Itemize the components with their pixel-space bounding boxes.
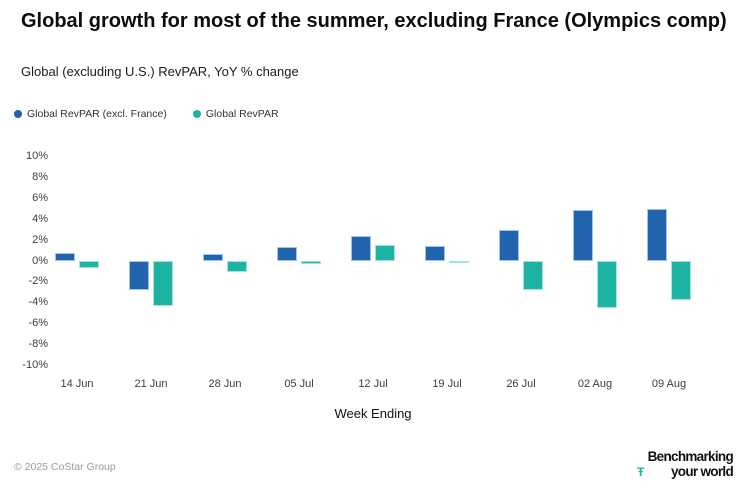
bar-excl-france-14-jun (55, 253, 75, 261)
bar-global-09-aug (671, 261, 691, 300)
bar-global-28-jun (227, 261, 247, 272)
legend-label: Global RevPAR (205, 108, 279, 120)
page-title: Global growth for most of the summer, ex… (21, 10, 727, 32)
y-axis-tick-label: -2% (28, 275, 48, 287)
legend-label: Global RevPAR (excl. France) (27, 108, 167, 120)
bar-global-26-jul (523, 261, 543, 290)
copyright-text: © 2025 CoStar Group (14, 461, 116, 473)
chart-subtitle: Global (excluding U.S.) RevPAR, YoY % ch… (21, 64, 299, 79)
y-axis-tick-label: 0% (32, 255, 48, 267)
bar-excl-france-21-jun (129, 261, 149, 290)
logo-line1: Benchmarking (647, 449, 734, 464)
y-axis-tick-label: 6% (32, 192, 48, 204)
y-axis-tick-label: 4% (32, 213, 48, 225)
bar-excl-france-19-jul (425, 246, 445, 261)
bar-excl-france-05-jul (277, 247, 297, 261)
y-axis-tick-label: -6% (28, 317, 48, 329)
x-axis-title: Week Ending (334, 406, 412, 421)
x-axis-tick-label: 12 Jul (358, 378, 388, 390)
bar-excl-france-09-aug (647, 209, 667, 261)
bar-excl-france-02-aug (573, 210, 593, 261)
logo-line2: Ŧ your world (637, 464, 734, 480)
bar-global-05-jul (301, 261, 321, 264)
chart-legend: Global RevPAR (excl. France) Global RevP… (14, 108, 279, 120)
x-axis-tick-label: 14 Jun (60, 378, 94, 390)
logo-glyph: Ŧ (637, 465, 645, 479)
y-axis-tick-label: 2% (32, 234, 48, 246)
legend-item-excl-france: Global RevPAR (excl. France) (14, 108, 167, 120)
x-axis-tick-label: 21 Jun (134, 378, 168, 390)
bar-global-21-jun (153, 261, 173, 306)
x-axis-tick-label: 19 Jul (432, 378, 462, 390)
x-axis-tick-label: 28 Jun (208, 378, 242, 390)
y-axis-tick-label: -8% (28, 338, 48, 350)
legend-dot-teal-icon (192, 110, 201, 118)
x-axis-tick-label: 05 Jul (284, 378, 314, 390)
bar-excl-france-26-jul (499, 230, 519, 261)
bar-excl-france-28-jun (203, 254, 223, 261)
legend-item-global: Global RevPAR (192, 108, 279, 120)
y-axis-tick-label: -4% (28, 296, 48, 308)
x-axis-tick-label: 09 Aug (651, 378, 687, 390)
y-axis-tick-label: -10% (22, 359, 48, 371)
x-axis-tick-label: 02 Aug (577, 378, 613, 390)
y-axis-tick-label: 10% (25, 150, 48, 162)
logo-text: your world (670, 464, 734, 479)
y-axis-tick-label: 8% (32, 171, 48, 183)
bar-excl-france-12-jul (351, 236, 371, 261)
benchmarking-your-world-logo: Benchmarking Ŧ your world (637, 449, 734, 480)
bar-global-14-jun (79, 261, 99, 268)
bar-global-19-jul (449, 261, 469, 263)
x-axis-tick-label: 26 Jul (506, 378, 536, 390)
bar-global-12-jul (375, 245, 395, 261)
bar-global-02-aug (597, 261, 617, 308)
legend-dot-blue-icon (14, 110, 22, 118)
